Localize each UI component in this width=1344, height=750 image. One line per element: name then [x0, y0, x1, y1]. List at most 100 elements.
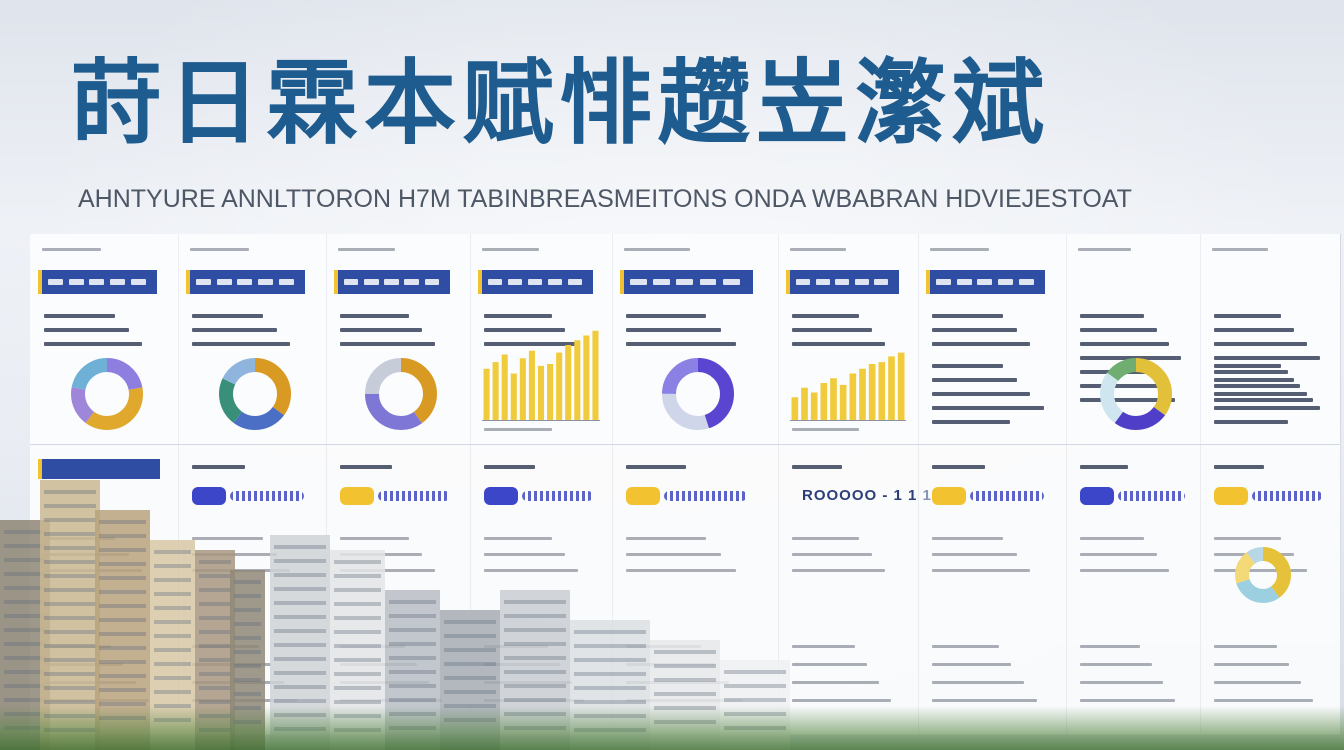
building-window-row: [504, 642, 566, 646]
donut-slice: [1099, 358, 1172, 430]
text-line: [1080, 645, 1141, 648]
text-line: [626, 465, 686, 469]
building-window-row: [44, 574, 96, 578]
header-text-mark: [196, 279, 211, 285]
bar: [592, 330, 599, 421]
building-window-row: [154, 620, 191, 624]
building-window-row: [334, 602, 381, 606]
text-line: [1214, 370, 1288, 374]
bar: [565, 345, 572, 421]
building-window-row: [504, 684, 566, 688]
highlight-pill: [626, 487, 660, 505]
building-window-row: [389, 670, 436, 674]
text-line: [792, 553, 872, 556]
building-window-row: [4, 558, 46, 562]
text-line: [1214, 392, 1307, 396]
header-text-mark: [68, 279, 84, 285]
highlight-pill: [932, 487, 966, 505]
donut-chart: [662, 358, 735, 430]
building-window-row: [44, 644, 96, 648]
building-window-row: [334, 644, 381, 648]
building-window-row: [334, 588, 381, 592]
bottom-panel: ROOOOO - 1 1 1: [778, 445, 931, 735]
building-window-row: [274, 615, 326, 619]
bottom-value-text: ROOOOO - 1 1 1: [802, 487, 932, 504]
text-line: [792, 342, 885, 346]
text-line: [932, 406, 1044, 410]
top-panel: [1066, 234, 1201, 444]
building-window-row: [199, 658, 231, 662]
donut-slice: [364, 358, 437, 430]
highlight-strip: [1118, 491, 1185, 501]
text-line: [626, 537, 706, 540]
panel-header-bar: [1074, 270, 1179, 294]
bar: [801, 387, 808, 421]
building-window-row: [334, 616, 381, 620]
building-window-row: [654, 692, 716, 696]
text-line: [792, 663, 867, 666]
bar-chart: [482, 330, 600, 421]
donut-chart: [1099, 358, 1172, 430]
top-panel: [778, 234, 919, 444]
text-line: [44, 328, 129, 332]
building-window-row: [99, 702, 146, 706]
building-window-row: [574, 686, 646, 690]
highlight-strip: [664, 491, 747, 501]
building-window-row: [234, 622, 261, 626]
building-window-row: [4, 614, 46, 618]
building-window-row: [274, 629, 326, 633]
text-line: [792, 645, 855, 648]
text-line: [792, 465, 843, 469]
header-text-mark: [547, 279, 562, 285]
grass-strip: [0, 706, 1344, 750]
building-window-row: [574, 658, 646, 662]
building-window-row: [154, 662, 191, 666]
building-window-row: [99, 618, 146, 622]
building-window-row: [654, 650, 716, 654]
building-window-row: [274, 643, 326, 647]
header-text-mark: [344, 279, 359, 285]
bar: [859, 368, 866, 421]
building-window-row: [504, 614, 566, 618]
building-window-row: [99, 520, 146, 524]
text-line: [484, 553, 566, 556]
text-line: [484, 328, 566, 332]
text-line: [932, 364, 1004, 368]
highlight-pill: [340, 487, 374, 505]
building-window-row: [44, 490, 96, 494]
text-line: [932, 699, 1037, 702]
building-window-row: [99, 646, 146, 650]
bar: [839, 384, 847, 421]
text-line: [484, 428, 553, 431]
text-line: [1080, 569, 1169, 572]
bar: [519, 358, 526, 421]
text-line: [932, 342, 1031, 346]
bar: [820, 383, 828, 421]
building-window-row: [199, 672, 231, 676]
text-line: [932, 392, 1031, 396]
header-text-mark: [854, 279, 869, 285]
header-text-mark: [998, 279, 1013, 285]
bar: [501, 354, 508, 421]
header-text-mark: [936, 279, 951, 285]
building-window-row: [234, 678, 261, 682]
text-line: [626, 569, 737, 572]
text-line: [1214, 314, 1282, 318]
text-line: [1080, 328, 1157, 332]
building: [40, 480, 100, 750]
text-line: [792, 699, 891, 702]
top-panel: [470, 234, 613, 444]
building-window-row: [274, 545, 326, 549]
text-line: [790, 248, 846, 251]
donut-slice: [662, 358, 735, 430]
text-line: [1214, 378, 1294, 382]
text-line: [1078, 248, 1132, 251]
building-window-row: [389, 642, 436, 646]
text-line: [1080, 356, 1182, 360]
text-line: [1214, 663, 1289, 666]
header-text-mark: [676, 279, 694, 285]
building-window-row: [4, 600, 46, 604]
building-window-row: [574, 672, 646, 676]
building-window-row: [274, 559, 326, 563]
header-text-mark: [364, 279, 379, 285]
